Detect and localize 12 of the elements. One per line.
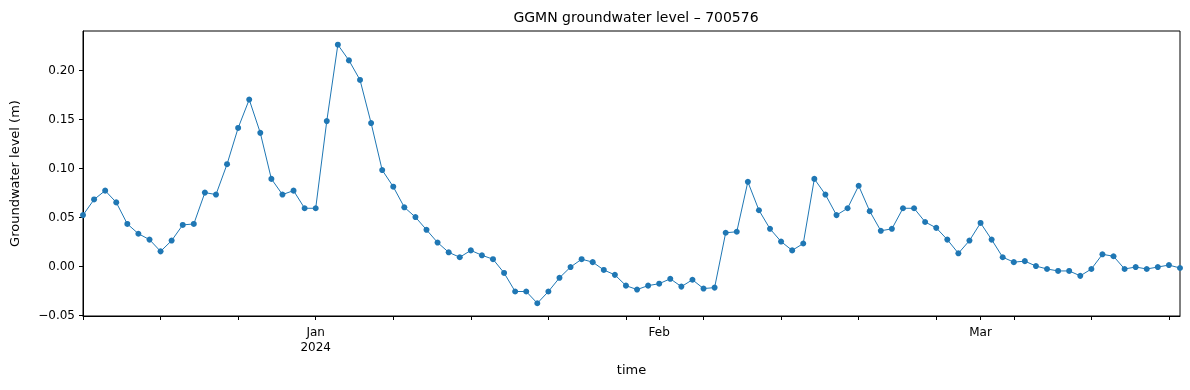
x-tick-label: Jan 2024 — [300, 324, 331, 354]
y-tick-label: 0.05 — [48, 210, 75, 225]
y-axis-title: Groundwater level (m) — [7, 100, 22, 247]
chart-title: GGMN groundwater level – 700576 — [513, 9, 759, 25]
y-tick-label: 0.10 — [48, 161, 75, 176]
y-tick-label: 0.15 — [48, 112, 75, 127]
x-tick-label: Mar — [969, 324, 992, 339]
y-tick-label: 0.20 — [48, 63, 75, 78]
y-tick-label: −0.05 — [38, 308, 75, 323]
x-axis-title: time — [616, 362, 647, 377]
y-tick-label: 0.00 — [48, 259, 75, 274]
x-tick-label: Feb — [648, 324, 670, 339]
